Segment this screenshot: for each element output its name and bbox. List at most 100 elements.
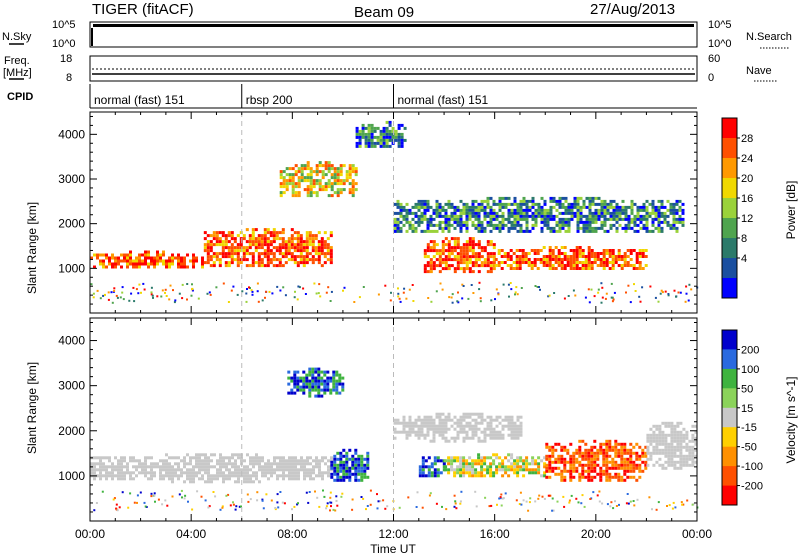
data-cell bbox=[575, 460, 579, 464]
data-cell bbox=[267, 465, 270, 469]
data-cell bbox=[639, 208, 643, 212]
data-cell bbox=[545, 442, 549, 446]
data-cell bbox=[471, 433, 475, 437]
data-cell bbox=[600, 226, 604, 230]
data-cell bbox=[569, 454, 573, 458]
data-cell bbox=[588, 229, 592, 233]
data-cell bbox=[90, 468, 93, 472]
data-cell bbox=[315, 191, 319, 195]
data-cell bbox=[308, 252, 312, 256]
data-cell bbox=[501, 468, 505, 472]
data-cell bbox=[117, 465, 120, 469]
data-cell bbox=[584, 448, 588, 452]
data-cell bbox=[615, 202, 619, 206]
data-cell bbox=[165, 465, 168, 469]
data-cell bbox=[243, 480, 246, 484]
data-cell bbox=[183, 259, 186, 263]
data-cell bbox=[658, 451, 662, 455]
data-cell bbox=[597, 214, 601, 218]
data-cell bbox=[513, 223, 517, 227]
data-cell bbox=[602, 448, 606, 452]
data-cell bbox=[489, 468, 493, 472]
colorbar-tick-label: 8 bbox=[741, 233, 747, 245]
data-cell bbox=[477, 439, 481, 443]
data-cell bbox=[597, 202, 601, 206]
data-cell bbox=[267, 462, 270, 466]
data-cell bbox=[593, 463, 597, 467]
data-cell bbox=[567, 211, 571, 215]
data-cell bbox=[351, 191, 355, 195]
noise-cell bbox=[459, 502, 462, 505]
noise-cell bbox=[133, 501, 136, 504]
data-cell bbox=[330, 185, 334, 189]
data-cell bbox=[227, 249, 231, 253]
data-cell bbox=[658, 439, 662, 443]
data-cell bbox=[518, 267, 522, 270]
data-cell bbox=[635, 454, 639, 458]
data-cell bbox=[269, 261, 273, 265]
data-cell bbox=[513, 214, 517, 218]
data-cell bbox=[363, 472, 367, 476]
data-cell bbox=[468, 456, 472, 460]
data-cell bbox=[330, 182, 334, 186]
noise-cell bbox=[127, 506, 130, 509]
data-cell bbox=[558, 202, 562, 206]
data-cell bbox=[370, 129, 374, 133]
data-cell bbox=[201, 468, 204, 472]
data-cell bbox=[433, 459, 437, 463]
data-cell bbox=[203, 237, 207, 241]
data-cell bbox=[453, 456, 457, 460]
data-cell bbox=[218, 258, 222, 262]
data-cell bbox=[206, 246, 210, 250]
data-cell bbox=[129, 262, 132, 266]
noise-cell bbox=[610, 282, 613, 285]
data-cell bbox=[156, 256, 159, 260]
data-cell bbox=[210, 477, 213, 481]
noise-cell bbox=[397, 295, 400, 298]
data-cell bbox=[444, 415, 448, 419]
data-cell bbox=[682, 460, 686, 464]
data-cell bbox=[444, 267, 448, 271]
data-cell bbox=[315, 170, 319, 174]
data-cell bbox=[554, 460, 558, 464]
noise-cell bbox=[265, 493, 268, 496]
data-cell bbox=[224, 255, 228, 259]
data-cell bbox=[447, 415, 451, 419]
noise-cell bbox=[200, 495, 203, 498]
data-cell bbox=[364, 132, 368, 136]
data-cell bbox=[429, 246, 433, 250]
data-cell bbox=[360, 466, 364, 470]
data-cell bbox=[320, 249, 324, 253]
noise-cell bbox=[256, 290, 259, 293]
data-cell bbox=[351, 466, 355, 470]
data-cell bbox=[492, 433, 496, 437]
data-cell bbox=[620, 267, 624, 270]
data-cell bbox=[230, 234, 234, 238]
data-cell bbox=[144, 465, 147, 469]
data-cell bbox=[105, 256, 108, 260]
data-cell bbox=[108, 259, 111, 263]
data-cell bbox=[462, 415, 466, 419]
data-cell bbox=[588, 211, 592, 215]
data-cell bbox=[603, 217, 607, 221]
data-cell bbox=[661, 466, 665, 470]
noise-cell bbox=[340, 495, 343, 498]
data-cell bbox=[405, 421, 409, 425]
data-cell bbox=[246, 468, 249, 472]
data-cell bbox=[679, 466, 683, 470]
data-cell bbox=[605, 439, 609, 443]
data-cell bbox=[537, 456, 541, 460]
data-cell bbox=[590, 267, 594, 270]
data-cell bbox=[357, 460, 361, 464]
data-cell bbox=[339, 173, 343, 177]
data-cell bbox=[351, 170, 355, 174]
data-cell bbox=[563, 264, 567, 267]
data-cell bbox=[168, 465, 171, 469]
noise-cell bbox=[343, 286, 346, 289]
data-cell bbox=[483, 439, 487, 443]
data-cell bbox=[254, 246, 258, 250]
data-cell bbox=[399, 214, 403, 218]
data-cell bbox=[617, 478, 621, 482]
data-cell bbox=[569, 469, 573, 473]
data-cell bbox=[606, 202, 610, 206]
